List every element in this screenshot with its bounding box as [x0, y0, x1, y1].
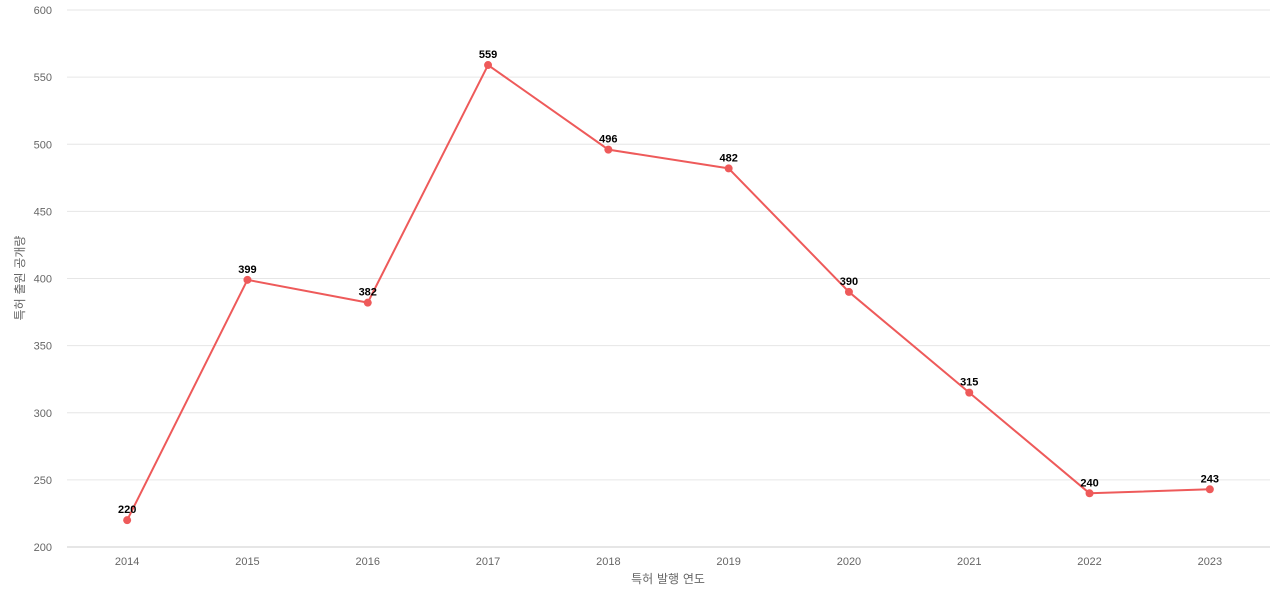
x-tick-label: 2022	[1077, 556, 1101, 568]
data-point	[363, 298, 372, 307]
x-tick-label: 2015	[235, 556, 259, 568]
data-label: 220	[118, 504, 136, 516]
y-tick-label: 400	[34, 274, 52, 286]
data-label: 243	[1201, 473, 1219, 485]
data-label: 240	[1080, 477, 1098, 489]
x-tick-label: 2014	[115, 556, 139, 568]
y-tick-label: 450	[34, 206, 52, 218]
series-group	[123, 61, 1214, 525]
data-point	[965, 388, 974, 397]
y-tick-label: 250	[34, 475, 52, 487]
data-label: 399	[238, 264, 256, 276]
y-tick-label: 500	[34, 139, 52, 151]
gridlines	[67, 9, 1270, 548]
data-point	[724, 164, 733, 173]
series-line	[126, 64, 1210, 521]
data-point	[844, 287, 853, 296]
x-tick-label: 2019	[716, 556, 740, 568]
data-point	[604, 145, 613, 154]
data-label: 482	[719, 152, 737, 164]
y-tick-label: 200	[34, 542, 52, 554]
y-axis-title: 특허 출원 공개량	[13, 236, 27, 321]
data-label: 315	[960, 377, 978, 389]
y-tick-label: 300	[34, 408, 52, 420]
y-axis-ticks: 200 250 300 350 400 450 500 550 600	[34, 5, 52, 554]
x-tick-label: 2017	[476, 556, 500, 568]
x-tick-label: 2018	[596, 556, 620, 568]
x-tick-label: 2016	[356, 556, 380, 568]
y-tick-label: 550	[34, 72, 52, 84]
y-tick-label: 350	[34, 341, 52, 353]
x-tick-label: 2021	[957, 556, 981, 568]
data-label: 559	[479, 49, 497, 61]
data-label: 496	[599, 134, 617, 146]
data-point	[123, 516, 132, 525]
data-point	[1205, 485, 1214, 494]
data-labels: 220 399 382 559 496 482 390 315 240 243	[118, 49, 1219, 516]
x-axis-title: 특허 발행 연도	[631, 571, 705, 586]
y-tick-label: 600	[34, 5, 52, 17]
x-tick-label: 2020	[837, 556, 861, 568]
data-label: 382	[359, 287, 377, 299]
data-label: 390	[840, 276, 858, 288]
data-point	[484, 61, 493, 70]
data-point	[243, 275, 252, 284]
x-axis-ticks: 2014 2015 2016 2017 2018 2019 2020 2021 2022 2023	[115, 556, 1222, 568]
data-point	[1085, 489, 1094, 498]
x-tick-label: 2023	[1198, 556, 1222, 568]
